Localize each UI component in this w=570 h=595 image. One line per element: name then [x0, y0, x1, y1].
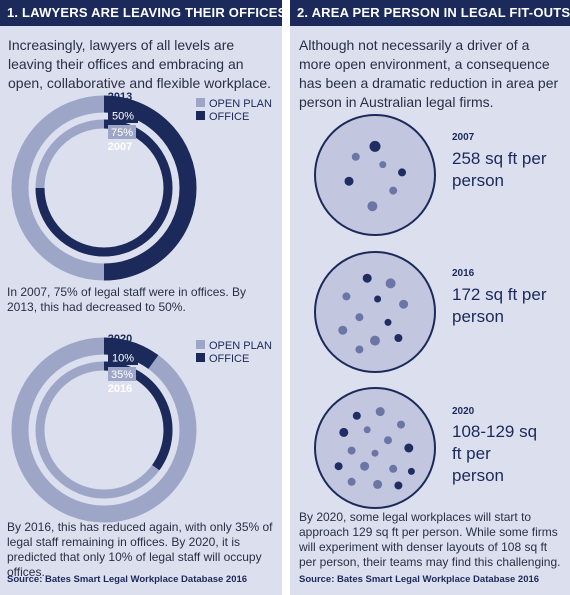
person-dot [351, 152, 360, 161]
person-dot [399, 299, 409, 309]
person-dot [370, 335, 380, 346]
person-dot [339, 427, 349, 437]
density-circle-2020 [314, 387, 436, 509]
legend-swatch-open-plan [196, 98, 205, 107]
density-year-2016: 2016 [452, 268, 475, 279]
density-area-2007: 258 sq ft per person [452, 149, 547, 190]
person-dot [360, 461, 370, 471]
source-note: Source: Bates Smart Legal Workplace Data… [7, 574, 248, 585]
person-dot [375, 407, 385, 417]
legend-swatch-office [196, 353, 205, 362]
person-dot [369, 140, 381, 152]
ring-2007-office [35, 119, 173, 257]
person-dot [394, 481, 403, 490]
ring-value-inner: 35% [111, 369, 133, 381]
person-dot [407, 467, 415, 475]
person-dot [398, 168, 407, 177]
ring-year-inner: 2007 [108, 141, 132, 153]
panel-lawyers-leaving-offices: 1. LAWYERS ARE LEAVING THEIR OFFICES Inc… [0, 0, 282, 595]
ring-year-outer: 2013 [108, 91, 132, 103]
person-dot [363, 426, 371, 434]
person-dot [371, 449, 379, 457]
intro-text: Although not necessarily a driver of a m… [299, 37, 559, 110]
person-dot [342, 292, 351, 301]
ring-value-outer: 50% [112, 111, 134, 123]
legend-label-open-plan: OPEN PLAN [209, 340, 272, 352]
ring-year-inner: 2016 [108, 383, 132, 395]
person-dot [338, 325, 348, 335]
ring-value-box-outer [108, 350, 138, 365]
person-dot [347, 446, 356, 455]
person-dot [389, 186, 398, 195]
legend-swatch-office [196, 111, 205, 120]
person-dot [355, 345, 364, 354]
person-dot [355, 313, 364, 322]
ring-2013-office [103, 95, 197, 281]
legend-label-open-plan: OPEN PLAN [209, 98, 272, 110]
ring-year-outer: 2020 [108, 333, 132, 345]
ring-2020-open-plan [11, 337, 197, 523]
legend-swatch-open-plan [196, 340, 205, 349]
density-year-2020: 2020 [452, 406, 475, 417]
person-dot [373, 479, 383, 489]
ring-value-box-outer [108, 108, 138, 123]
density-year-2007: 2007 [452, 132, 475, 143]
legend-label-office: OFFICE [209, 353, 249, 365]
person-dot [404, 443, 414, 453]
person-dot [352, 411, 361, 420]
person-dot [389, 464, 398, 473]
density-circle-2007 [314, 114, 436, 236]
caption-2016-2020: By 2016, this has reduced again, with on… [7, 520, 273, 579]
person-dot [397, 420, 405, 429]
closing-text: By 2020, some legal workplaces will star… [299, 510, 561, 569]
ring-2016-office [103, 361, 173, 471]
density-circles [314, 114, 436, 509]
person-dot [384, 318, 392, 326]
person-dot [385, 278, 396, 289]
legend-label-office: OFFICE [209, 111, 249, 123]
panel-area-per-person: 2. AREA PER PERSON IN LEGAL FIT-OUTS IS … [290, 0, 570, 595]
person-dot [334, 462, 343, 471]
density-area-2016: 172 sq ft per person [452, 285, 547, 326]
ring-value-box-inner [108, 125, 136, 139]
person-dot [379, 161, 387, 169]
person-dot [367, 201, 378, 212]
ring-value-outer: 10% [112, 353, 134, 365]
density-area-2020: 108-129 sq ft per person [452, 422, 538, 485]
source-note: Source: Bates Smart Legal Workplace Data… [299, 574, 540, 585]
person-dot [344, 176, 354, 186]
person-dot [394, 334, 403, 342]
intro-text: Increasingly, lawyers of all levels are … [8, 37, 272, 91]
ring-value-box-inner [108, 367, 136, 381]
person-dot [384, 436, 392, 445]
panel-header: 2. AREA PER PERSON IN LEGAL FIT-OUTS IS … [290, 0, 570, 26]
ring-value-inner: 75% [111, 127, 133, 139]
person-dot [374, 295, 382, 303]
panel-header: 1. LAWYERS ARE LEAVING THEIR OFFICES [0, 0, 282, 26]
person-dot [362, 273, 372, 283]
caption-2007-2013: In 2007, 75% of legal staff were in offi… [7, 285, 247, 314]
density-circle-2016 [314, 251, 436, 373]
person-dot [347, 477, 356, 486]
